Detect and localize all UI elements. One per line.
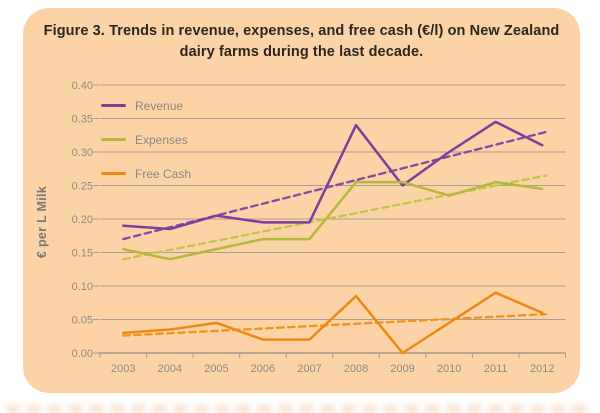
svg-text:0.10: 0.10 xyxy=(72,281,93,293)
svg-text:2006: 2006 xyxy=(251,363,275,375)
svg-text:0.00: 0.00 xyxy=(72,348,93,360)
svg-text:0.20: 0.20 xyxy=(72,214,93,226)
svg-text:2008: 2008 xyxy=(344,363,368,375)
y-axis-title: € per L Milk xyxy=(35,186,49,258)
svg-text:2011: 2011 xyxy=(484,363,508,375)
expenses-line-swatch xyxy=(101,137,126,142)
legend-item-revenue: Revenue xyxy=(101,94,191,117)
figure-title-line-2: dairy farms during the last decade. xyxy=(179,43,424,60)
legend-label-revenue: Revenue xyxy=(135,98,184,113)
svg-text:0.35: 0.35 xyxy=(72,114,93,126)
chart-legend: Revenue Expenses Free Cash xyxy=(101,94,191,196)
legend-item-expenses: Expenses xyxy=(101,128,191,151)
figure-panel: Figure 3. Trends in revenue, expenses, a… xyxy=(23,8,580,393)
svg-text:0.15: 0.15 xyxy=(72,248,93,260)
svg-text:2012: 2012 xyxy=(530,363,554,375)
revenue-line-swatch xyxy=(101,103,126,108)
svg-text:0.05: 0.05 xyxy=(72,315,93,327)
clipped-next-content-artifact xyxy=(6,405,594,413)
svg-text:2005: 2005 xyxy=(204,363,228,375)
svg-text:0.30: 0.30 xyxy=(72,147,93,159)
legend-label-expenses: Expenses xyxy=(135,132,188,147)
svg-text:0.40: 0.40 xyxy=(72,80,93,92)
svg-text:2010: 2010 xyxy=(437,363,461,375)
legend-label-free-cash: Free Cash xyxy=(135,166,192,181)
svg-text:2009: 2009 xyxy=(390,363,414,375)
figure-title-line-1: Figure 3. Trends in revenue, expenses, a… xyxy=(43,23,560,39)
svg-text:2004: 2004 xyxy=(158,363,182,375)
free-cash-line-swatch xyxy=(101,171,126,176)
legend-item-free-cash: Free Cash xyxy=(101,162,191,185)
svg-text:2003: 2003 xyxy=(111,363,135,375)
svg-text:0.25: 0.25 xyxy=(72,181,93,193)
svg-text:2007: 2007 xyxy=(297,363,321,375)
figure-title: Figure 3. Trends in revenue, expenses, a… xyxy=(23,8,580,62)
